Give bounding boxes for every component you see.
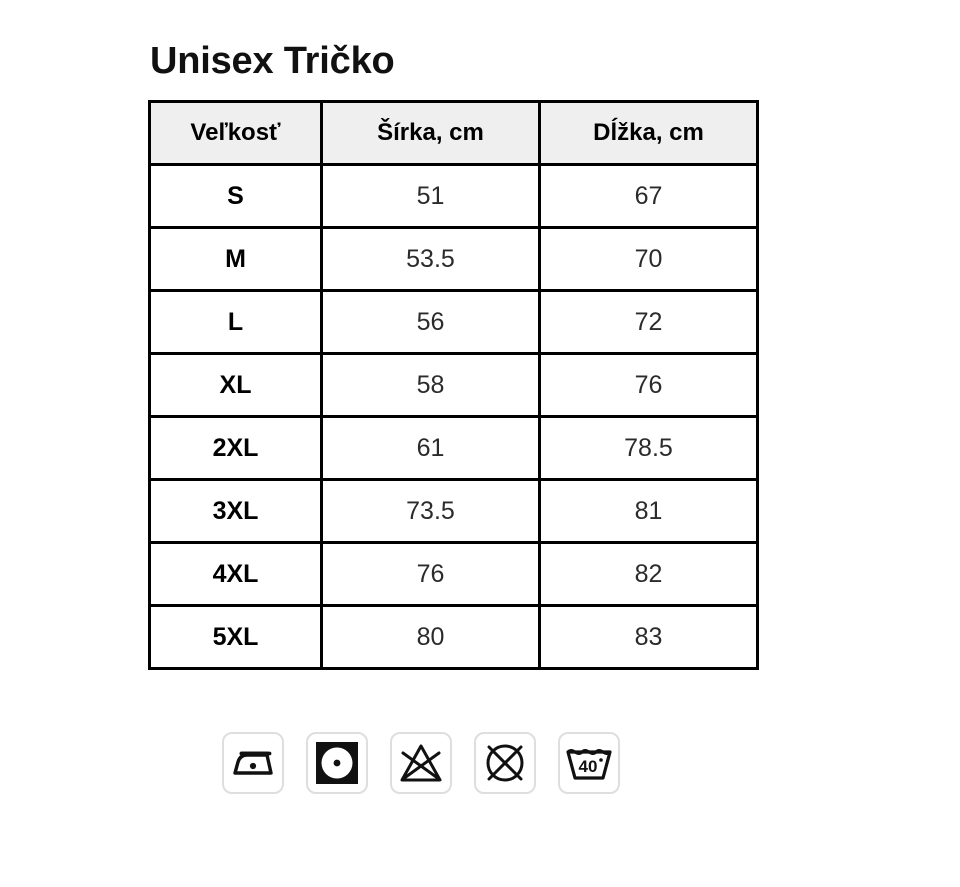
cell-width: 73.5 (320, 478, 541, 544)
cell-length: 82 (538, 541, 759, 607)
table-row: M 53.5 70 (148, 226, 759, 292)
table-row: XL 58 76 (148, 352, 759, 418)
cell-size: XL (148, 352, 323, 418)
table-row: L 56 72 (148, 289, 759, 355)
table-row: 3XL 73.5 81 (148, 478, 759, 544)
cell-size: 3XL (148, 478, 323, 544)
cell-size: M (148, 226, 323, 292)
cell-size: S (148, 163, 323, 229)
table-header: Veľkosť Šírka, cm Dĺžka, cm (148, 100, 759, 166)
table-row: S 51 67 (148, 163, 759, 229)
size-chart-table: Veľkosť Šírka, cm Dĺžka, cm S 51 67 M 53… (148, 100, 759, 670)
wash-40-icon: 40 (558, 732, 620, 794)
cell-width: 51 (320, 163, 541, 229)
svg-text:40: 40 (579, 757, 598, 776)
cell-width: 61 (320, 415, 541, 481)
cell-size: 4XL (148, 541, 323, 607)
cell-width: 80 (320, 604, 541, 670)
cell-length: 70 (538, 226, 759, 292)
cell-width: 53.5 (320, 226, 541, 292)
table-body: S 51 67 M 53.5 70 L 56 72 XL 58 76 2XL 6 (148, 163, 759, 670)
cell-length: 67 (538, 163, 759, 229)
column-header-length: Dĺžka, cm (538, 100, 759, 166)
do-not-bleach-icon (390, 732, 452, 794)
page-title: Unisex Tričko (150, 40, 395, 82)
cell-length: 83 (538, 604, 759, 670)
cell-size: 5XL (148, 604, 323, 670)
iron-low-heat-icon (222, 732, 284, 794)
cell-length: 76 (538, 352, 759, 418)
table-row: 2XL 61 78.5 (148, 415, 759, 481)
tumble-dry-low-icon (306, 732, 368, 794)
cell-length: 72 (538, 289, 759, 355)
cell-width: 56 (320, 289, 541, 355)
cell-length: 78.5 (538, 415, 759, 481)
table-row: 4XL 76 82 (148, 541, 759, 607)
cell-size: 2XL (148, 415, 323, 481)
cell-length: 81 (538, 478, 759, 544)
cell-width: 76 (320, 541, 541, 607)
column-header-size: Veľkosť (148, 100, 323, 166)
column-header-width: Šírka, cm (320, 100, 541, 166)
table-row: 5XL 80 83 (148, 604, 759, 670)
cell-size: L (148, 289, 323, 355)
cell-width: 58 (320, 352, 541, 418)
table-header-row: Veľkosť Šírka, cm Dĺžka, cm (148, 100, 759, 166)
care-symbols-row: 40 (222, 732, 620, 794)
do-not-dry-clean-icon (474, 732, 536, 794)
